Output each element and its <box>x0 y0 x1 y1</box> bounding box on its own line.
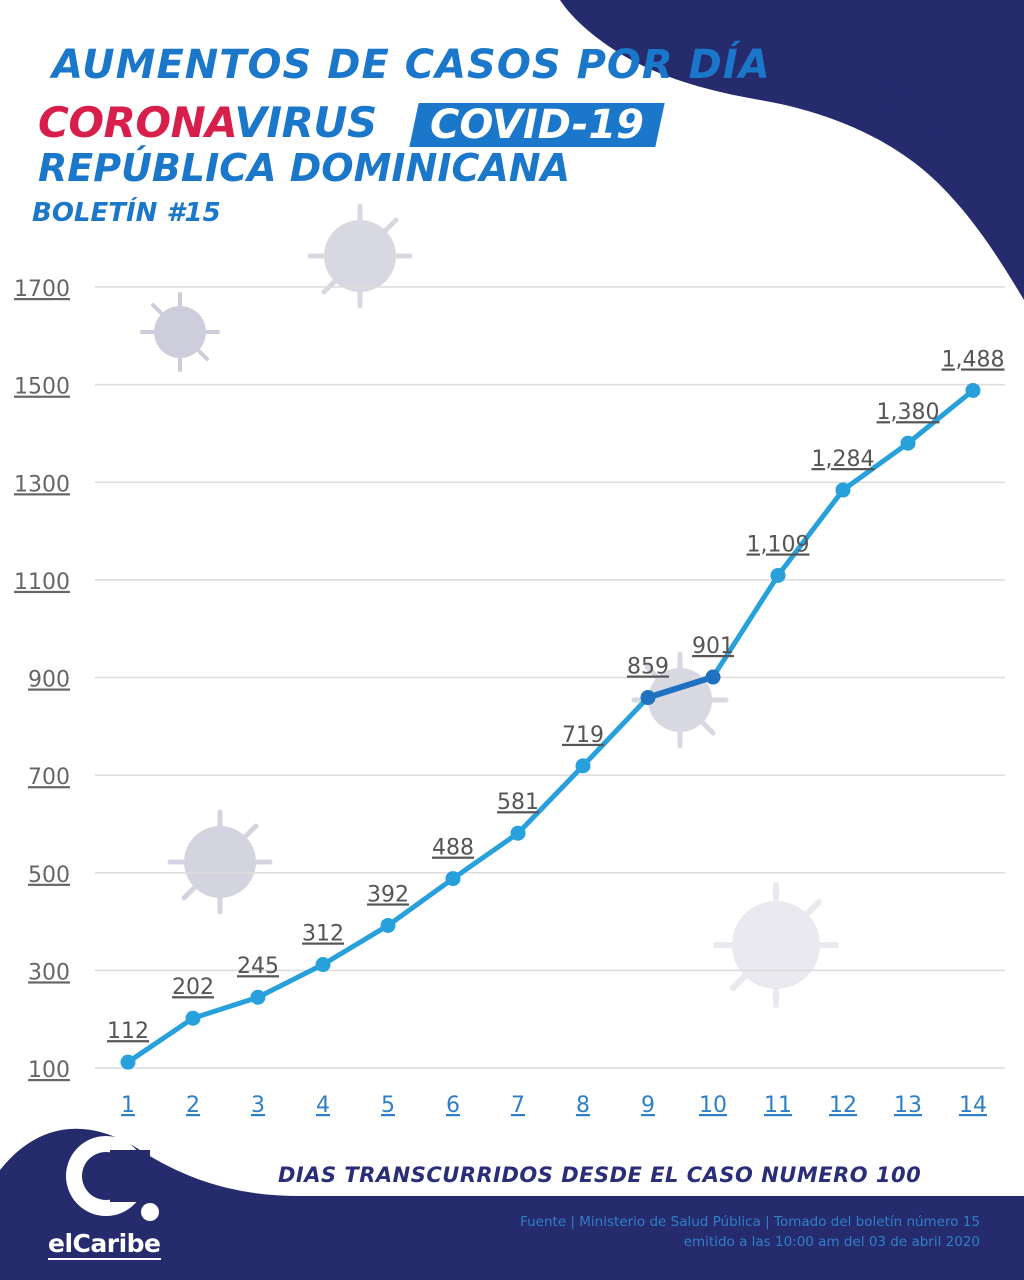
data-label: 719 <box>562 723 604 748</box>
data-point <box>185 1010 201 1026</box>
data-point <box>900 435 916 451</box>
y-tick-label: 500 <box>28 863 70 888</box>
x-tick-label: 8 <box>576 1093 590 1118</box>
source-line-2: emitido a las 10:00 am del 03 de abril 2… <box>683 1234 980 1250</box>
x-tick-label: 2 <box>186 1093 200 1118</box>
virus-icon <box>876 68 960 152</box>
x-axis-ticks: 1 2 3 4 5 6 7 8 9 10 11 12 13 14 <box>121 1093 987 1118</box>
y-tick-label: 1100 <box>14 570 70 595</box>
x-tick-label: 6 <box>446 1093 460 1118</box>
virus-icon <box>713 882 839 1008</box>
x-tick-label: 7 <box>511 1093 525 1118</box>
bottom-wave-shape <box>0 1128 1024 1280</box>
x-tick-label: 13 <box>894 1093 922 1118</box>
x-axis-title: DIAS TRANSCURRIDOS DESDE EL CASO NUMERO … <box>278 1163 922 1187</box>
data-label: 581 <box>497 790 539 815</box>
logo-c-opening <box>110 1150 150 1202</box>
source-line-1: Fuente | Ministerio de Salud Pública | T… <box>520 1214 980 1230</box>
series-line <box>125 387 976 1065</box>
data-point <box>770 567 786 583</box>
logo-dot <box>141 1203 159 1221</box>
x-tick-label: 10 <box>699 1093 727 1118</box>
data-label: 488 <box>432 836 474 861</box>
logo-letter: C <box>86 1152 115 1198</box>
logo-wordmark: elCaribe <box>48 1229 161 1260</box>
x-tick-label: 3 <box>251 1093 265 1118</box>
subtitle-coronavirus: CORONAVIRUS <box>38 98 377 147</box>
data-point <box>965 382 981 398</box>
page-title: AUMENTOS DE CASOS POR DÍA <box>52 42 771 88</box>
data-label: 1,488 <box>942 347 1005 372</box>
data-point <box>510 825 526 841</box>
data-point <box>705 669 721 685</box>
data-point <box>640 690 656 706</box>
highlight-segment <box>645 674 716 701</box>
y-tick-label: 1300 <box>14 472 70 497</box>
y-tick-label: 700 <box>28 765 70 790</box>
x-tick-label: 9 <box>641 1093 655 1118</box>
virus-label: VIRUS <box>234 98 377 147</box>
data-label: 1,109 <box>747 532 810 557</box>
data-label: 112 <box>107 1019 149 1044</box>
x-tick-label: 12 <box>829 1093 857 1118</box>
data-point <box>315 957 331 973</box>
bulletin-number: BOLETÍN #15 <box>32 198 221 228</box>
data-point <box>575 758 591 774</box>
chart-series <box>120 382 981 1070</box>
data-label: 312 <box>302 922 344 947</box>
y-axis-ticks: 100 300 500 700 900 1100 1300 1500 1700 <box>14 277 70 1083</box>
corona-label: CORONA <box>38 98 235 147</box>
data-point <box>120 1054 136 1070</box>
y-tick-label: 100 <box>28 1058 70 1083</box>
data-point <box>835 482 851 498</box>
data-point <box>445 871 461 887</box>
data-label: 392 <box>367 882 409 907</box>
x-tick-label: 5 <box>381 1093 395 1118</box>
y-tick-label: 1700 <box>14 277 70 302</box>
virus-icon <box>140 292 220 372</box>
y-tick-label: 900 <box>28 668 70 693</box>
y-tick-label: 300 <box>28 960 70 985</box>
data-label: 202 <box>172 975 214 1000</box>
data-label: 1,380 <box>877 400 940 425</box>
chart-grid <box>95 286 1005 1069</box>
x-tick-label: 4 <box>316 1093 330 1118</box>
data-point <box>250 989 266 1005</box>
data-point <box>380 917 396 933</box>
data-label: 245 <box>237 954 279 979</box>
data-labels: 112 202 245 312 392 488 581 719 859 901 1,109 1,284… <box>107 347 1004 1044</box>
x-tick-label: 1 <box>121 1093 135 1118</box>
data-label: 1,284 <box>812 447 875 472</box>
country-title: REPÚBLICA DOMINICANA <box>38 146 571 190</box>
virus-icon <box>167 809 273 915</box>
data-label: 859 <box>627 655 669 680</box>
y-tick-label: 1500 <box>14 375 70 400</box>
virus-icon <box>307 203 413 309</box>
top-wave-shape <box>560 0 1024 300</box>
x-tick-label: 14 <box>959 1093 987 1118</box>
data-label: 901 <box>692 634 734 659</box>
x-tick-label: 11 <box>764 1093 792 1118</box>
